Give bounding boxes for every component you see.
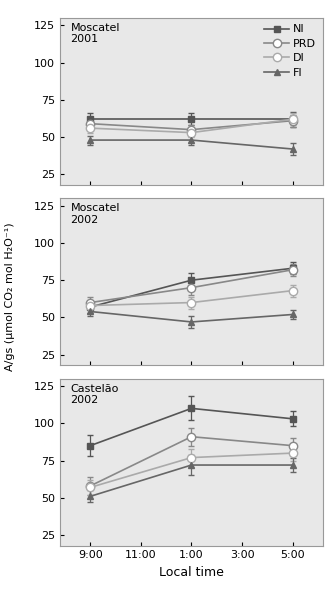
Text: Castelão
2002: Castelão 2002 [71, 384, 119, 405]
Text: A/gs (μmol CO₂ mol H₂O⁻¹): A/gs (μmol CO₂ mol H₂O⁻¹) [5, 222, 15, 371]
Text: Moscatel
2002: Moscatel 2002 [71, 203, 120, 225]
X-axis label: Local time: Local time [159, 566, 224, 579]
Legend: NI, PRD, DI, FI: NI, PRD, DI, FI [260, 20, 321, 82]
Text: Moscatel
2001: Moscatel 2001 [71, 23, 120, 44]
